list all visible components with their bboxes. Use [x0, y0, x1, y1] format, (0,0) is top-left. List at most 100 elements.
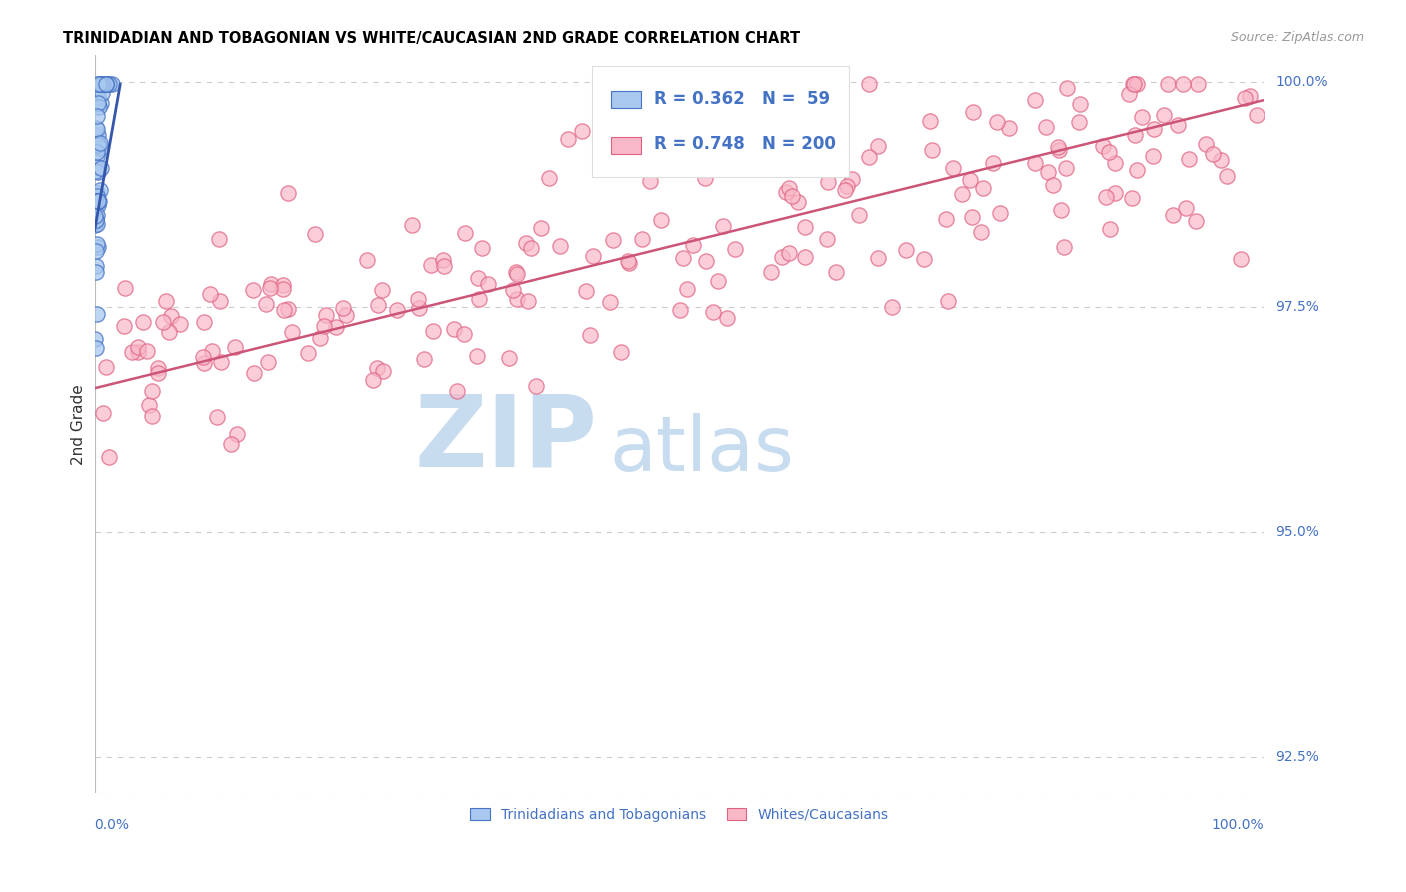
Point — [146, 367, 169, 381]
Point — [619, 256, 641, 270]
Point — [242, 283, 264, 297]
Point — [87, 239, 110, 253]
Point — [94, 77, 117, 91]
Text: atlas: atlas — [609, 413, 794, 487]
Point — [159, 310, 181, 324]
Point — [325, 319, 347, 334]
Point — [477, 277, 499, 291]
Point — [1024, 156, 1046, 170]
Point — [101, 77, 124, 91]
Point — [571, 124, 593, 138]
Point — [579, 328, 602, 343]
Point — [793, 250, 815, 264]
Point — [1095, 190, 1118, 204]
Point — [141, 409, 163, 424]
Point — [89, 136, 111, 150]
Point — [90, 77, 112, 91]
Point — [207, 232, 229, 246]
Point — [90, 95, 112, 110]
Point — [87, 96, 110, 111]
Point — [950, 187, 973, 202]
Point — [1123, 128, 1146, 142]
Point — [90, 78, 112, 93]
Point — [87, 137, 110, 152]
Point — [960, 210, 983, 224]
Point — [83, 332, 105, 346]
Point — [112, 318, 135, 333]
Point — [1104, 156, 1126, 170]
Point — [256, 355, 278, 369]
Point — [259, 281, 281, 295]
Point — [834, 183, 856, 197]
Point — [87, 165, 110, 179]
Point — [548, 239, 571, 253]
Point — [599, 295, 621, 310]
Point — [912, 252, 935, 266]
Point — [86, 237, 108, 252]
Point — [1035, 120, 1057, 134]
Point — [1143, 121, 1166, 136]
Point — [942, 161, 965, 175]
Point — [242, 366, 264, 380]
Point — [361, 373, 384, 387]
Text: ZIP: ZIP — [415, 391, 598, 488]
Point — [841, 172, 863, 186]
Point — [1104, 186, 1126, 200]
Text: R = 0.362   N =  59: R = 0.362 N = 59 — [654, 90, 830, 108]
Point — [575, 284, 598, 298]
Point — [169, 317, 191, 331]
Point — [453, 327, 475, 342]
Point — [422, 324, 444, 338]
Point — [191, 350, 214, 364]
Point — [200, 287, 222, 301]
FancyBboxPatch shape — [612, 92, 641, 108]
Point — [778, 245, 800, 260]
Point — [498, 351, 520, 365]
Point — [86, 194, 108, 209]
Point — [676, 282, 699, 296]
Point — [226, 427, 249, 442]
Point — [1126, 163, 1149, 178]
Point — [432, 253, 454, 268]
Point — [136, 344, 159, 359]
Point — [1042, 178, 1064, 193]
Point — [86, 149, 108, 163]
Point — [87, 77, 110, 91]
Point — [84, 193, 107, 207]
Point — [524, 379, 547, 393]
Point — [84, 202, 107, 217]
Point — [1230, 252, 1253, 266]
Point — [858, 150, 880, 164]
Point — [127, 340, 149, 354]
Point — [209, 355, 232, 369]
Point — [1211, 153, 1233, 167]
Point — [1184, 214, 1206, 228]
Point — [617, 253, 640, 268]
FancyBboxPatch shape — [612, 137, 641, 153]
Point — [936, 294, 959, 309]
Point — [467, 271, 489, 285]
Text: R = 0.748   N = 200: R = 0.748 N = 200 — [654, 136, 835, 153]
Point — [315, 308, 337, 322]
Point — [91, 77, 114, 91]
Point — [786, 194, 808, 209]
Point — [454, 227, 477, 241]
Point — [84, 218, 107, 232]
Y-axis label: 2nd Grade: 2nd Grade — [72, 384, 86, 465]
Point — [793, 220, 815, 235]
Point — [1036, 165, 1059, 179]
Point — [98, 450, 121, 465]
Point — [1053, 240, 1076, 254]
Point — [96, 359, 118, 374]
Point — [367, 298, 389, 312]
Point — [1122, 77, 1144, 91]
Point — [127, 344, 149, 359]
Point — [1187, 77, 1209, 91]
Point — [972, 181, 994, 195]
Point — [83, 215, 105, 229]
Point — [1142, 149, 1164, 163]
Point — [443, 322, 465, 336]
Point — [1054, 161, 1077, 175]
Point — [86, 136, 108, 151]
Point — [1125, 77, 1147, 91]
